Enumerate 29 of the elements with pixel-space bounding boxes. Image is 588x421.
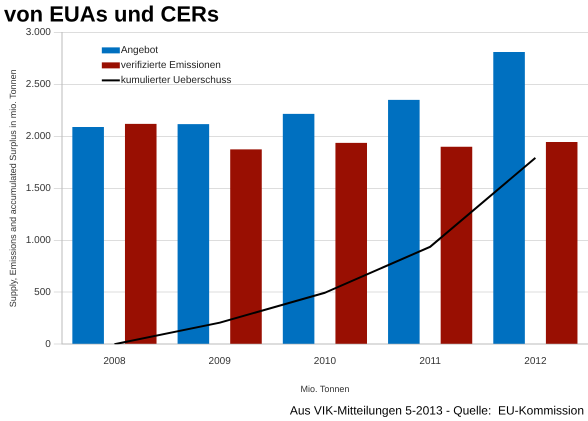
bar [178,124,210,344]
legend-label: verifizierte Emissionen [120,60,221,72]
bar [388,100,420,344]
chart-title: von EUAs und CERs [4,1,220,26]
x-tick-label: 2009 [208,356,232,367]
bar [230,149,262,344]
bar [335,142,368,344]
y-tick-label: 500 [34,286,52,298]
bar [124,124,157,344]
bar [72,126,104,344]
legend-label: Angebot [120,45,158,56]
x-tick-label: 2010 [314,356,336,367]
x-axis-title: Mio. Tonnen [300,384,350,394]
text: Aus VIK-Mitteilungen 5-2013 - Quelle: EU-Kommission [290,403,584,418]
y-axis-title: Supply, Emissions and accumulated Surplus in mio. Tonnen [8,69,18,308]
y-tick-label: 1.500 [26,183,52,194]
x-tick-label: 2008 [103,356,126,367]
x-tick-label: 2012 [524,356,547,367]
bar [440,146,472,344]
y-tick-label: 0 [45,338,52,350]
y-tick-label: 1.000 [26,235,52,246]
bar [546,142,578,344]
bar [282,114,314,344]
y-tick-label: 2.500 [26,79,52,90]
legend-label: kumulierter Ueberschuss [120,75,232,86]
x-tick-label: 2011 [419,356,442,367]
y-tick-label: 2.000 [26,131,52,142]
y-tick-label: 3.000 [26,27,52,38]
bar [493,52,525,344]
